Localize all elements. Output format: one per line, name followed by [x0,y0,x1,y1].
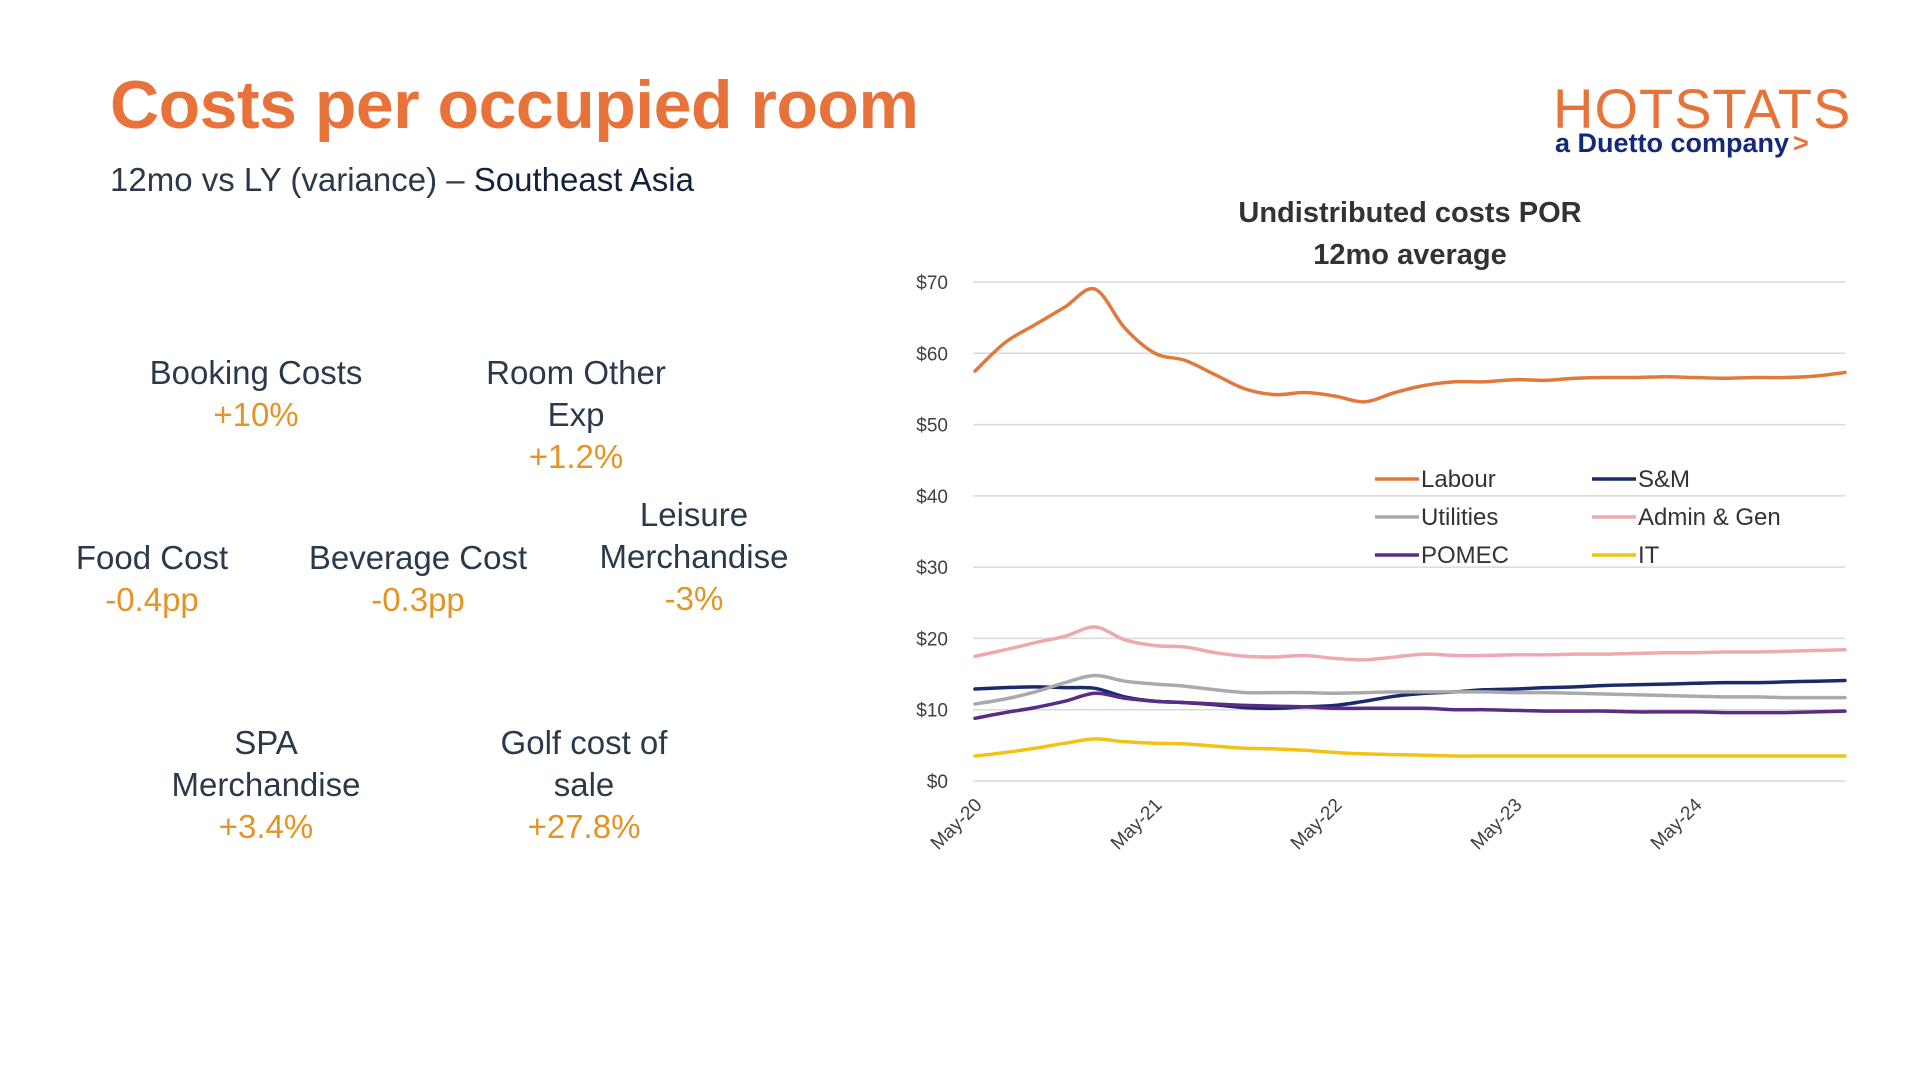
y-tick-label: $10 [916,701,948,722]
y-tick-label: $0 [927,772,948,793]
logo-tagline: a Duetto company > [1555,128,1809,159]
y-tick-label: $30 [916,558,948,579]
y-axis-ticks: $0 $10 $20 $30 $40 $50 $60 $70 [916,273,948,793]
series-line-utilities [973,673,1847,706]
chevron-right-icon: > [1793,128,1809,158]
series-line-it [973,737,1847,758]
metric-leisure-merchandise: Leisure Merchandise -3% [554,494,834,620]
metric-label-line2: Merchandise [171,766,361,803]
legend-label: Utilities [1421,504,1498,531]
series-line-labour [973,286,1847,404]
chart-gridlines [973,281,1845,782]
chart-title: Undistributed costs POR 12mo average [1130,192,1690,276]
metric-value: +27.8% [527,808,641,845]
chart-title-line2: 12mo average [1313,239,1507,271]
metric-label-line2: Exp [547,396,605,433]
chart-series-lines [973,286,1847,758]
series-line-pomec [973,691,1847,721]
x-axis-ticks: May-20 May-21 May-22 May-23 May-24 [927,794,1707,854]
metric-label: Booking Costs [149,354,363,391]
legend-label: S&M [1638,466,1690,493]
metric-food-cost: Food Cost -0.4pp [12,537,292,621]
x-tick-label: May-24 [1647,794,1707,854]
logo-tagline-text: a Duetto company [1555,128,1790,158]
chart-title-line1: Undistributed costs POR [1238,197,1582,229]
metric-golf-cost-of-sale: Golf cost of sale +27.8% [444,722,724,848]
series-line-admin-gen [973,625,1847,662]
subtitle-region: Southeast Asia [473,161,694,198]
metric-label-line1: Leisure [639,496,749,533]
x-tick-label: May-21 [1107,795,1167,855]
subtitle-prefix: 12mo vs LY (variance) – [110,161,474,198]
x-tick-label: May-20 [927,795,987,855]
logo-wordmark: HOTSTATS [1553,77,1852,140]
metric-room-other-exp: Room Other Exp +1.2% [436,352,716,478]
metric-label-line1: Room Other [486,354,666,391]
page-subtitle: 12mo vs LY (variance) – Southeast Asia [110,161,694,199]
y-tick-label: $50 [916,416,948,437]
metric-value: -0.3pp [371,581,465,618]
metric-value: +1.2% [528,438,624,475]
legend-label: POMEC [1421,542,1509,569]
y-tick-label: $20 [916,629,948,650]
x-tick-label: May-23 [1467,795,1527,855]
metric-label-line1: Golf cost of [500,724,668,761]
metric-beverage-cost: Beverage Cost -0.3pp [278,537,558,621]
metric-value: +3.4% [218,808,314,845]
metric-booking-costs: Booking Costs +10% [116,352,396,436]
metric-label: Beverage Cost [308,539,528,576]
metric-label-line2: Merchandise [599,538,789,575]
legend-label: Labour [1421,466,1496,493]
metric-label-line1: SPA [234,724,298,761]
metric-value: -0.4pp [105,581,199,618]
x-tick-label: May-22 [1287,795,1347,855]
y-tick-label: $40 [916,487,948,508]
legend-label: IT [1638,542,1660,569]
chart-legend: Labour S&M Utilities Admin & Gen POMEC IT [1375,466,1781,569]
legend-label: Admin & Gen [1638,504,1781,531]
page-title: Costs per occupied room [110,67,919,143]
y-tick-label: $60 [916,344,948,365]
y-tick-label: $70 [916,273,948,294]
metric-value: -3% [664,580,724,617]
metric-value: +10% [213,396,299,433]
hotstats-logo: HOTSTATS a Duetto company > [1553,76,1850,166]
metric-spa-merchandise: SPA Merchandise +3.4% [126,722,406,848]
metric-label-line2: sale [553,766,615,803]
metric-label: Food Cost [75,539,229,576]
